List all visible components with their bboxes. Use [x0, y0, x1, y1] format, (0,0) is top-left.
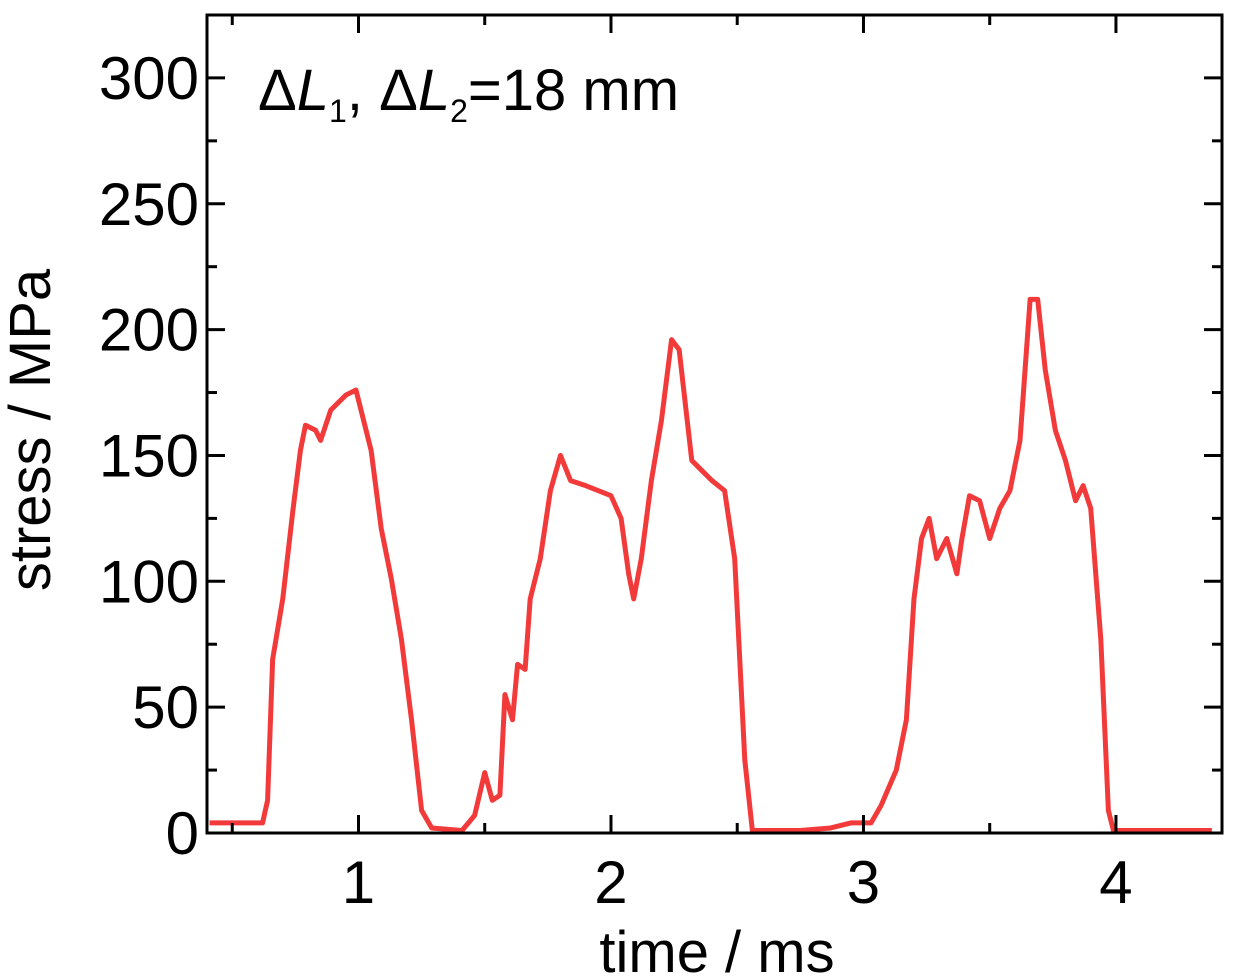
y-tick-label: 0	[166, 800, 199, 867]
x-tick-label: 4	[1099, 849, 1132, 916]
plot-frame	[205, 13, 1224, 835]
y-tick-label: 150	[99, 422, 199, 489]
y-tick-label: 50	[132, 674, 199, 741]
annotation: ΔL1, ΔL2=18 mm	[258, 58, 679, 129]
x-tick-label: 1	[342, 849, 375, 916]
y-tick-label: 300	[99, 45, 199, 112]
x-tick-label: 3	[847, 849, 880, 916]
y-tick-label: 250	[99, 171, 199, 238]
x-axis-label: time / ms	[599, 920, 834, 976]
y-tick-label: 200	[99, 297, 199, 364]
y-axis-label: stress / MPa	[0, 268, 63, 591]
y-tick-label: 100	[99, 548, 199, 615]
x-tick-label: 2	[594, 849, 627, 916]
data-line	[209, 296, 1212, 833]
